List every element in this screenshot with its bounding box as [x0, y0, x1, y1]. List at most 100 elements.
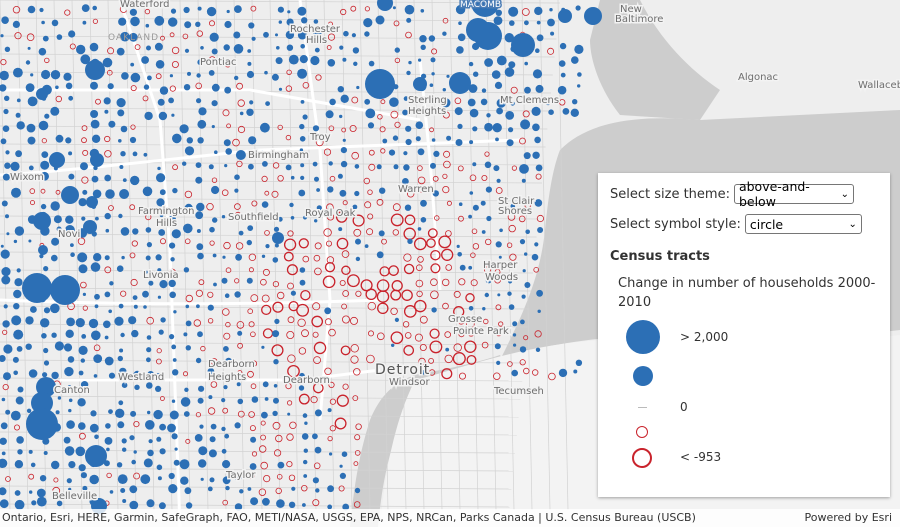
tract-symbol-increase[interactable]: [3, 304, 8, 309]
tract-symbol-increase[interactable]: [535, 164, 543, 172]
tract-symbol-increase[interactable]: [159, 423, 167, 431]
tract-symbol-increase[interactable]: [532, 123, 540, 132]
tract-symbol-increase[interactable]: [12, 356, 19, 363]
tract-symbol-increase[interactable]: [486, 215, 492, 222]
tract-symbol-decrease[interactable]: [377, 114, 383, 120]
tract-symbol-increase[interactable]: [239, 111, 244, 116]
tract-symbol-increase[interactable]: [185, 320, 192, 327]
tract-symbol-increase[interactable]: [129, 500, 139, 510]
tract-symbol-increase[interactable]: [272, 257, 279, 263]
tract-symbol-decrease[interactable]: [354, 434, 361, 441]
tract-symbol-increase[interactable]: [13, 370, 18, 376]
tract-symbol-increase[interactable]: [337, 86, 344, 93]
tract-symbol-increase[interactable]: [315, 488, 320, 493]
tract-symbol-decrease[interactable]: [130, 124, 136, 130]
tract-symbol-decrease[interactable]: [429, 340, 443, 354]
tract-symbol-increase[interactable]: [534, 199, 543, 207]
tract-symbol-increase[interactable]: [524, 282, 531, 288]
tract-symbol-decrease[interactable]: [368, 163, 376, 171]
tract-symbol-increase[interactable]: [523, 152, 531, 160]
tract-symbol-increase[interactable]: [445, 347, 450, 352]
tract-symbol-increase[interactable]: [549, 8, 553, 12]
tract-symbol-increase[interactable]: [36, 496, 47, 507]
tract-symbol-increase[interactable]: [520, 319, 525, 325]
tract-symbol-increase[interactable]: [233, 31, 241, 39]
tract-symbol-increase[interactable]: [145, 227, 152, 233]
tract-symbol-decrease[interactable]: [483, 318, 489, 325]
tract-symbol-decrease[interactable]: [169, 268, 176, 276]
tract-symbol-increase[interactable]: [4, 46, 11, 52]
tract-symbol-increase[interactable]: [5, 409, 11, 415]
tract-symbol-increase[interactable]: [51, 460, 60, 470]
tract-symbol-increase[interactable]: [90, 110, 99, 118]
tract-symbol-increase[interactable]: [132, 228, 139, 235]
tract-symbol-decrease[interactable]: [298, 347, 307, 355]
tract-symbol-decrease[interactable]: [508, 224, 516, 233]
tract-symbol-increase[interactable]: [264, 70, 268, 75]
tract-symbol-increase[interactable]: [81, 4, 90, 12]
tract-symbol-increase[interactable]: [206, 6, 217, 17]
tract-symbol-increase[interactable]: [417, 148, 425, 156]
tract-symbol-increase[interactable]: [238, 230, 244, 236]
tract-symbol-decrease[interactable]: [64, 9, 71, 16]
tract-symbol-increase[interactable]: [104, 109, 109, 114]
tract-symbol-increase[interactable]: [340, 160, 348, 168]
tract-symbol-increase[interactable]: [482, 307, 486, 311]
tract-symbol-decrease[interactable]: [40, 188, 46, 194]
tract-symbol-increase[interactable]: [299, 55, 308, 64]
tract-symbol-decrease[interactable]: [172, 164, 179, 171]
tract-symbol-increase[interactable]: [51, 332, 57, 338]
tract-symbol-decrease[interactable]: [232, 138, 240, 147]
tract-symbol-increase[interactable]: [168, 472, 175, 480]
tract-symbol-increase[interactable]: [276, 499, 285, 508]
tract-symbol-increase[interactable]: [402, 178, 409, 185]
tract-symbol-increase[interactable]: [116, 47, 125, 56]
tract-symbol-increase[interactable]: [13, 67, 23, 78]
tract-symbol-increase[interactable]: [300, 175, 305, 180]
tract-symbol-increase[interactable]: [146, 45, 151, 51]
tract-symbol-increase[interactable]: [185, 304, 190, 309]
tract-symbol-increase[interactable]: [419, 369, 425, 376]
tract-symbol-decrease[interactable]: [350, 355, 359, 364]
tract-symbol-increase[interactable]: [195, 162, 202, 169]
tract-symbol-decrease[interactable]: [287, 230, 294, 237]
tract-symbol-increase[interactable]: [299, 148, 304, 152]
tract-symbol-increase[interactable]: [420, 199, 427, 207]
tract-symbol-decrease[interactable]: [131, 240, 138, 247]
tract-symbol-increase[interactable]: [299, 136, 306, 142]
tract-symbol-decrease[interactable]: [364, 201, 372, 209]
tract-symbol-decrease[interactable]: [329, 398, 336, 405]
tract-symbol-decrease[interactable]: [104, 266, 112, 274]
tract-symbol-increase[interactable]: [339, 464, 343, 468]
tract-symbol-increase[interactable]: [251, 396, 259, 403]
tract-symbol-increase[interactable]: [261, 254, 266, 258]
tract-symbol-increase[interactable]: [68, 173, 75, 180]
tract-symbol-decrease[interactable]: [522, 110, 530, 118]
tract-symbol-decrease[interactable]: [427, 228, 438, 239]
tract-symbol-decrease[interactable]: [235, 242, 244, 250]
tract-symbol-increase[interactable]: [403, 96, 409, 101]
tract-symbol-increase[interactable]: [382, 138, 388, 144]
tract-symbol-increase[interactable]: [251, 36, 256, 41]
tract-symbol-increase[interactable]: [179, 459, 190, 470]
tract-symbol-increase[interactable]: [534, 6, 543, 16]
tract-symbol-increase[interactable]: [129, 435, 135, 441]
tract-symbol-increase[interactable]: [472, 204, 479, 211]
tract-symbol-decrease[interactable]: [298, 393, 310, 405]
tract-symbol-increase[interactable]: [63, 343, 73, 352]
tract-symbol-decrease[interactable]: [93, 344, 101, 352]
tract-symbol-increase[interactable]: [212, 217, 218, 223]
tract-symbol-increase[interactable]: [496, 55, 507, 66]
tract-symbol-increase[interactable]: [417, 227, 422, 231]
tract-symbol-increase[interactable]: [129, 8, 137, 16]
tract-symbol-increase[interactable]: [406, 70, 411, 76]
tract-symbol-increase[interactable]: [550, 31, 555, 36]
tract-symbol-decrease[interactable]: [403, 263, 415, 275]
tract-symbol-decrease[interactable]: [518, 215, 526, 223]
tract-symbol-increase[interactable]: [273, 359, 279, 365]
tract-symbol-increase[interactable]: [365, 108, 376, 119]
tract-symbol-increase[interactable]: [571, 56, 579, 64]
tract-symbol-increase[interactable]: [316, 205, 322, 211]
tract-symbol-increase[interactable]: [207, 304, 214, 311]
tract-symbol-increase[interactable]: [342, 138, 346, 142]
